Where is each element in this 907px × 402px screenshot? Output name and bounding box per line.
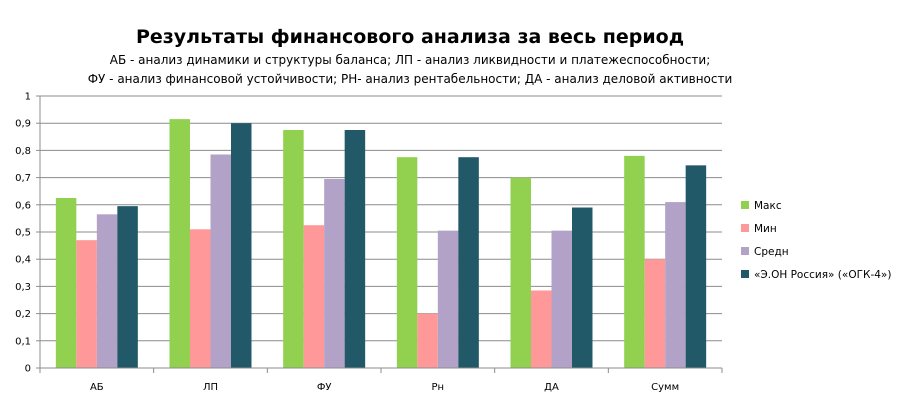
y-tick-labels: 0 0,1 0,2 0,3 0,4 0,5 0,6 0,7 0,8 0,9 1 — [15, 92, 31, 375]
bar — [190, 229, 211, 368]
x-tick-label: АБ — [90, 382, 104, 393]
bar — [458, 157, 479, 368]
bar — [572, 207, 593, 368]
bar — [96, 214, 118, 368]
x-tick-label: ЛП — [203, 382, 218, 393]
gridlines — [40, 95, 722, 342]
bar — [210, 154, 231, 368]
y-tick-label: 0,5 — [15, 228, 31, 239]
bar — [303, 225, 325, 368]
y-tick-label: 0,4 — [15, 255, 31, 266]
bar — [396, 157, 418, 368]
bar — [283, 130, 304, 368]
y-tick-label: 0 — [25, 364, 31, 375]
x-tick-label: Сумм — [651, 382, 679, 393]
bar — [531, 290, 552, 368]
bar — [76, 240, 97, 368]
bar — [169, 119, 190, 369]
bar — [417, 313, 438, 368]
chart-title: Результаты финансового анализа за весь п… — [136, 26, 684, 48]
x-tick-label: ФУ — [317, 382, 332, 393]
legend-swatch — [741, 201, 749, 209]
x-tick-labels: АБ ЛП ФУ Рн ДА Сумм — [90, 382, 679, 393]
y-tick-label: 0,1 — [15, 336, 31, 347]
legend-label: Средн — [754, 246, 789, 258]
bars — [55, 119, 707, 369]
bar — [665, 202, 686, 368]
chart-subtitle-line-2: ФУ - анализ финансовой устойчивости; РН-… — [88, 72, 733, 86]
axes — [36, 95, 723, 373]
y-tick-label: 0,7 — [15, 173, 31, 184]
x-tick-label: Рн — [432, 382, 445, 393]
legend: Макс Мин Средн «Э.ОН Россия» («ОГК-4») — [741, 200, 891, 281]
legend-swatch — [741, 270, 749, 278]
bar — [510, 177, 531, 368]
bar — [437, 230, 459, 368]
y-tick-label: 0,3 — [15, 282, 31, 293]
y-tick-label: 1 — [25, 92, 31, 103]
bar — [344, 130, 366, 368]
y-tick-label: 0,6 — [15, 200, 31, 211]
legend-label: «Э.ОН Россия» («ОГК-4») — [754, 269, 891, 281]
bar — [55, 198, 77, 368]
legend-swatch — [741, 224, 749, 232]
bar — [231, 123, 252, 368]
bar — [551, 230, 572, 368]
bar — [117, 206, 138, 368]
legend-label: Мин — [754, 223, 777, 235]
bar — [624, 155, 645, 368]
x-tick-label: ДА — [544, 382, 559, 393]
legend-swatch — [741, 247, 749, 255]
bar — [324, 178, 345, 368]
y-tick-label: 0,2 — [15, 309, 31, 320]
legend-label: Макс — [754, 200, 782, 212]
y-tick-label: 0,9 — [15, 119, 31, 130]
y-tick-label: 0,8 — [15, 146, 31, 157]
chart-subtitle-line-1: АБ - анализ динамики и структуры баланса… — [110, 53, 711, 67]
bar — [685, 165, 707, 368]
bar — [644, 259, 666, 368]
